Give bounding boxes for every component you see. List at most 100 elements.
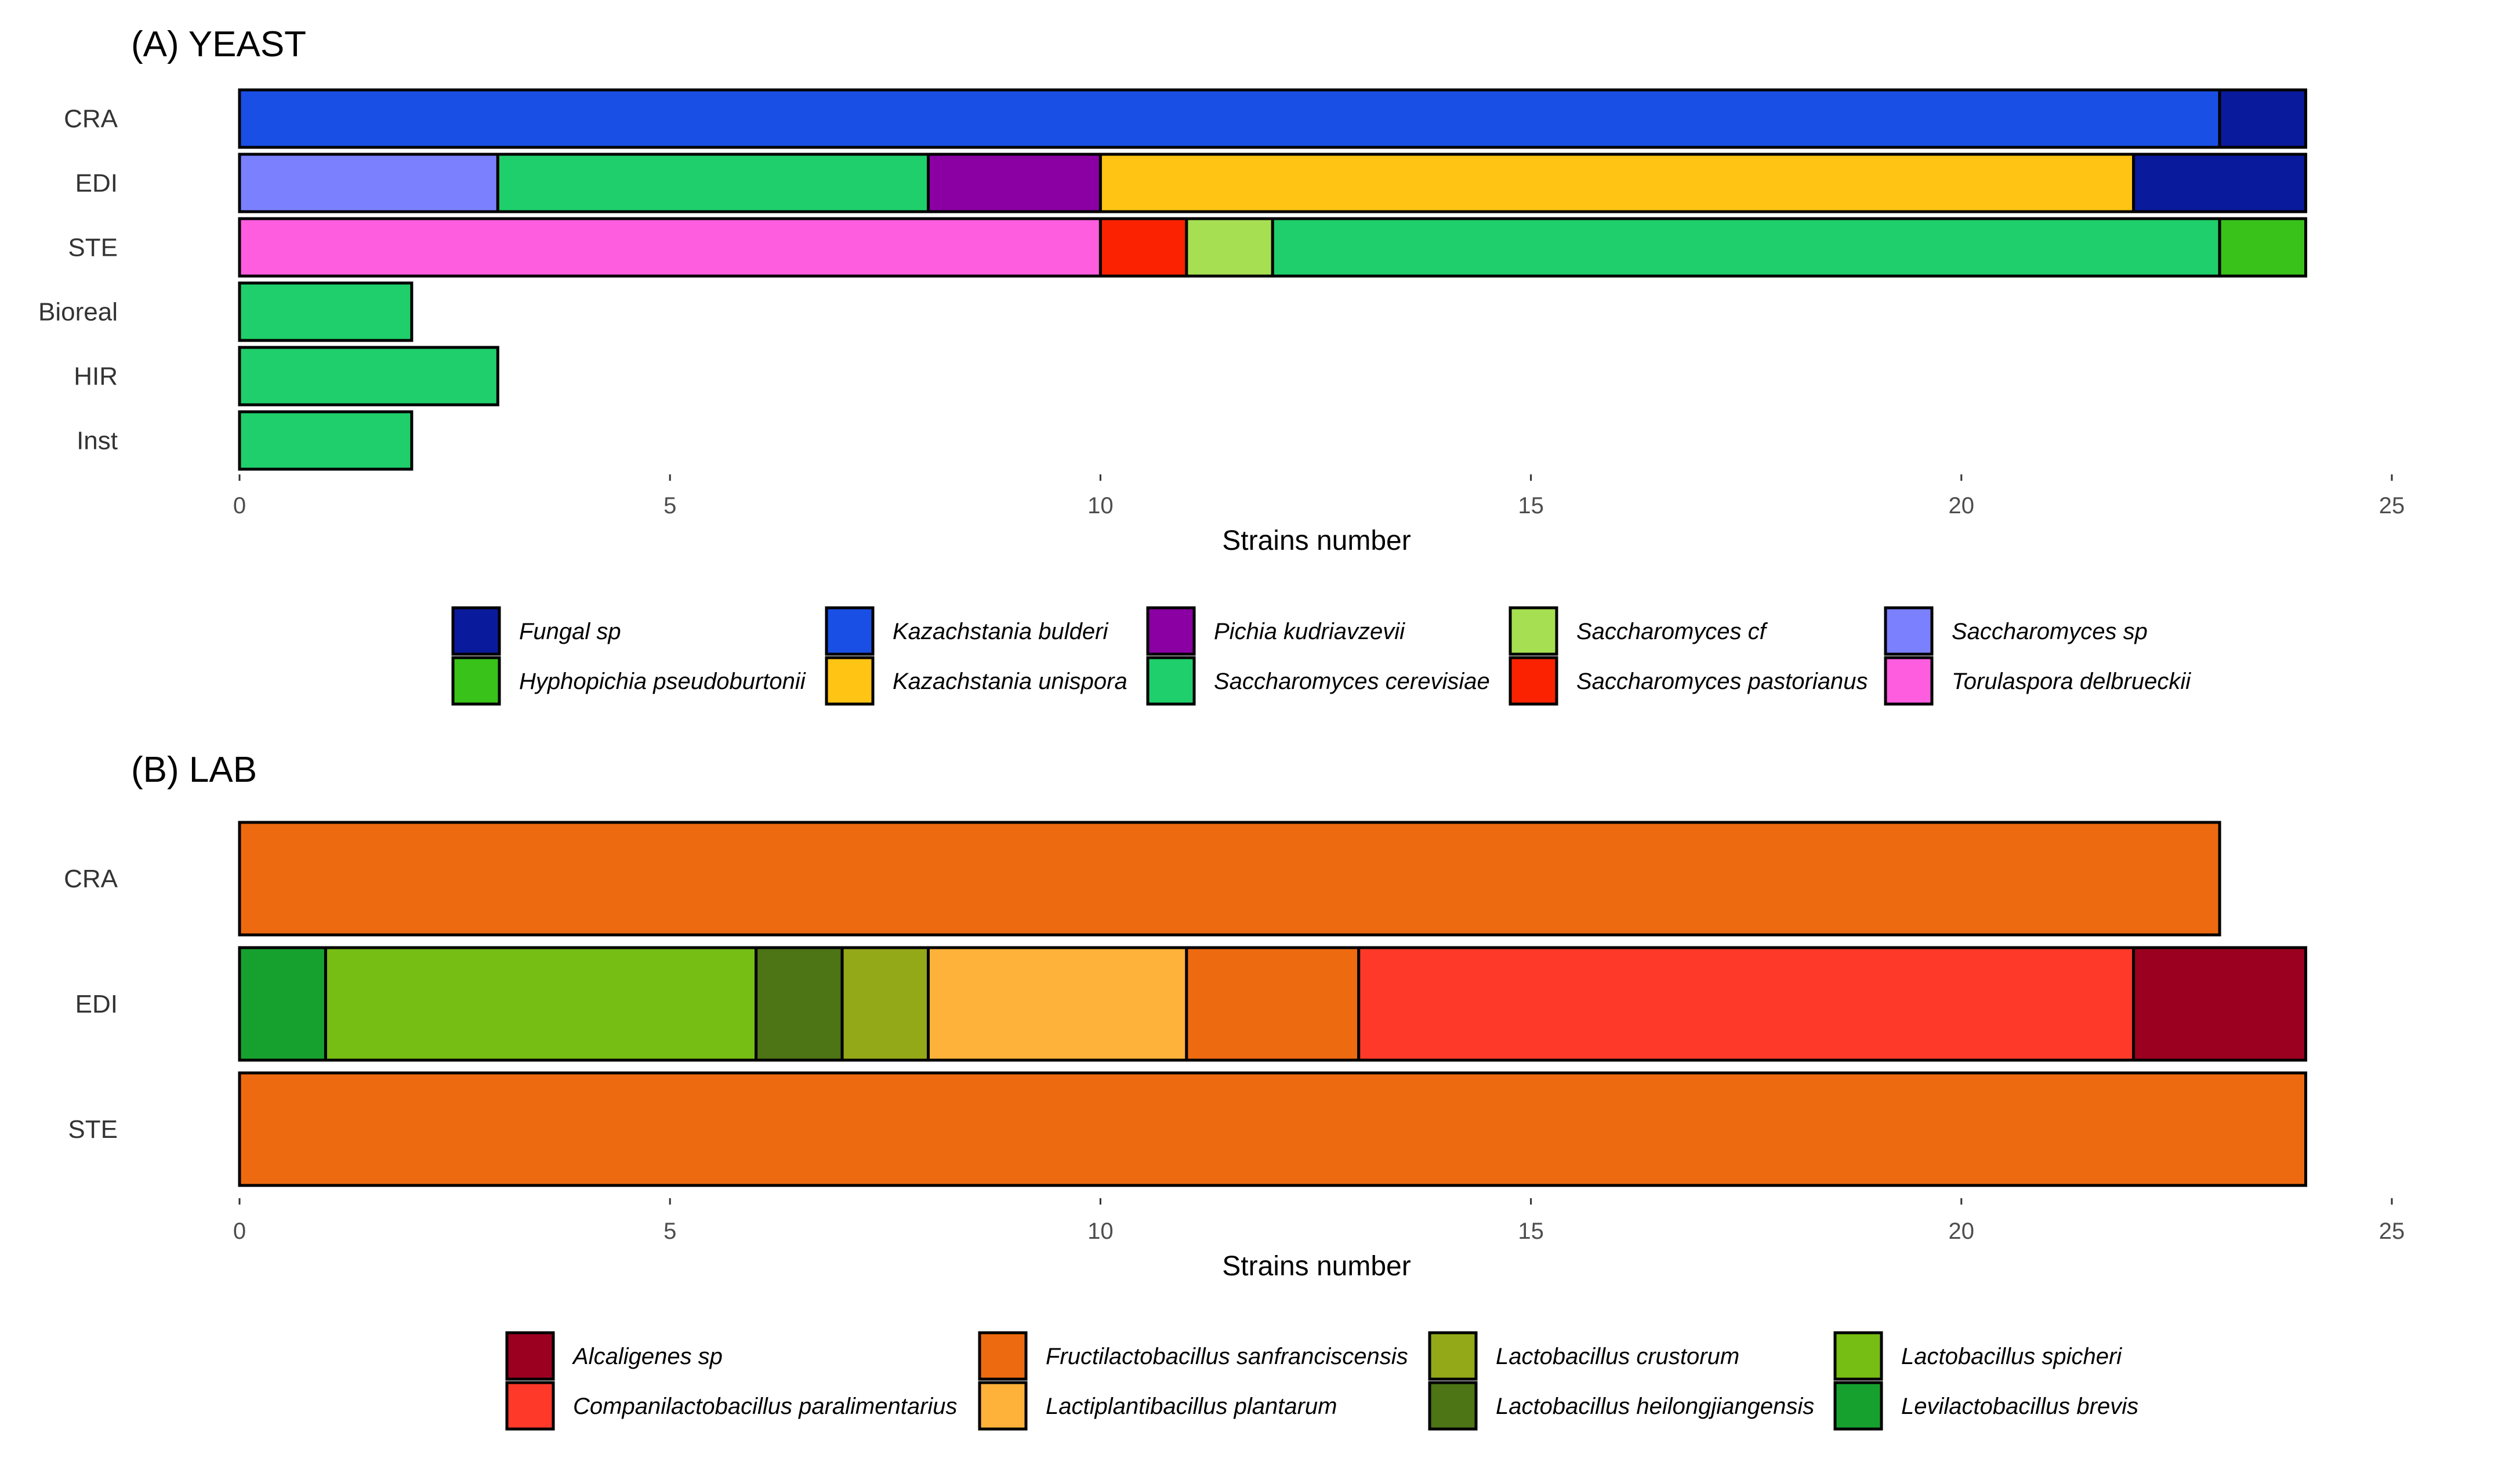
legend-label-lactobacillus-crustorum: Lactobacillus crustorum [1496, 1344, 1739, 1369]
bar-segment-cra-fructilactobacillus-sanfranciscensis [238, 821, 2221, 937]
bar-segment-ste-saccharomyces-cf [1185, 217, 1274, 278]
legend-item-saccharomyces-cerevisiae: Saccharomyces cerevisiae [1146, 656, 1490, 706]
bar-segment-edi-companilactobacillus-paralimentarius [1357, 946, 2135, 1062]
category-label-cra: CRA [64, 105, 118, 133]
legend-label-lactobacillus-heilongjiangensis: Lactobacillus heilongjiangensis [1496, 1394, 1814, 1419]
legend-key-kazachstania-unispora [825, 656, 875, 706]
legend-label-kazachstania-unispora: Kazachstania unispora [893, 669, 1127, 694]
category-label-edi: EDI [75, 990, 118, 1018]
legend-key-hyphopichia-pseudoburtonii [451, 656, 501, 706]
bar-segment-edi-alcaligenes-sp [2132, 946, 2308, 1062]
legend-key-saccharomyces-sp [1884, 606, 1934, 656]
yeast-panel: (A) YEAST CRA EDI STE Bioreal HIR Inst 0 5 10 15 2… [38, 24, 2405, 706]
x-tick-label-20: 20 [1949, 493, 1975, 518]
bar-segment-edi-lactobacillus-heilongjiangensis [755, 946, 844, 1062]
bar-segment-hir-saccharomyces-cerevisiae [238, 346, 499, 407]
legend-item-saccharomyces-pastorianus: Saccharomyces pastorianus [1509, 656, 1868, 706]
legend-label-saccharomyces-cerevisiae: Saccharomyces cerevisiae [1214, 669, 1490, 694]
legend-label-hyphopichia-pseudoburtonii: Hyphopichia pseudoburtonii [519, 669, 806, 694]
x-tick-label-15: 15 [1518, 493, 1544, 518]
x-tick-label-10: 10 [1087, 1218, 1114, 1244]
legend-key-lactobacillus-crustorum [1428, 1331, 1478, 1381]
bar-segment-inst-saccharomyces-cerevisiae [238, 410, 414, 471]
category-label-edi: EDI [75, 169, 118, 198]
legend-label-saccharomyces-cf: Saccharomyces cf [1576, 619, 1768, 644]
bar-segment-ste-fructilactobacillus-sanfranciscensis [238, 1071, 2308, 1187]
x-tick-label-25: 25 [2379, 493, 2405, 518]
bar-segment-edi-fungal-sp [2132, 153, 2308, 213]
legend-item-saccharomyces-sp: Saccharomyces sp [1884, 606, 2148, 656]
legend-key-lactobacillus-heilongjiangensis [1428, 1381, 1478, 1431]
lab-panel: (B) LAB CRA EDI STE 0 5 10 15 20 25 Strains numb… [64, 750, 2405, 1431]
x-axis-title-yeast: Strains number [1222, 525, 1411, 556]
legend-item-kazachstania-unispora: Kazachstania unispora [825, 656, 1127, 706]
legend-key-lactobacillus-spicheri [1833, 1331, 1883, 1381]
panel-title-lab: (B) LAB [131, 750, 257, 790]
legend-label-saccharomyces-pastorianus: Saccharomyces pastorianus [1576, 669, 1868, 694]
category-label-cra: CRA [64, 865, 118, 893]
category-label-inst: Inst [77, 427, 118, 455]
bar-segment-edi-fructilactobacillus-sanfranciscensis [1185, 946, 1361, 1062]
legend-key-torulaspora-delbrueckii [1884, 656, 1934, 706]
bar-segment-bioreal-saccharomyces-cerevisiae [238, 281, 414, 342]
legend-item-fungal-sp: Fungal sp [451, 606, 621, 656]
bar-segment-edi-saccharomyces-cerevisiae [496, 153, 930, 213]
bar-segment-edi-kazachstania-unispora [1098, 153, 2135, 213]
bar-segment-cra-kazachstania-bulderi [238, 88, 2221, 149]
legend-label-lactobacillus-spicheri: Lactobacillus spicheri [1901, 1344, 2122, 1369]
legend-key-companilactobacillus-paralimentarius [505, 1381, 555, 1431]
legend-label-torulaspora-delbrueckii: Torulaspora delbrueckii [1952, 669, 2191, 694]
x-tick-label-25: 25 [2379, 1218, 2405, 1244]
bar-segment-edi-lactobacillus-spicheri [324, 946, 758, 1062]
bar-segment-edi-lactiplantibacillus-plantarum [927, 946, 1188, 1062]
category-label-hir: HIR [74, 362, 118, 391]
x-tick-label-0: 0 [233, 1218, 246, 1244]
panel-title-yeast: (A) YEAST [131, 24, 306, 64]
legend-label-fungal-sp: Fungal sp [519, 619, 621, 644]
bar-segment-ste-hyphopichia-pseudoburtonii [2218, 217, 2308, 278]
legend-item-companilactobacillus-paralimentarius: Companilactobacillus paralimentarius [505, 1381, 958, 1431]
legend-label-fructilactobacillus-sanfranciscensis: Fructilactobacillus sanfranciscensis [1046, 1344, 1408, 1369]
x-tick-label-5: 5 [663, 493, 676, 518]
bar-segment-ste-torulaspora-delbrueckii [238, 217, 1102, 278]
bar-segment-edi-saccharomyces-sp [238, 153, 499, 213]
legend-key-saccharomyces-cerevisiae [1146, 656, 1196, 706]
legend-item-lactobacillus-heilongjiangensis: Lactobacillus heilongjiangensis [1428, 1381, 1814, 1431]
legend-item-lactobacillus-spicheri: Lactobacillus spicheri [1833, 1331, 2122, 1381]
legend-item-kazachstania-bulderi: Kazachstania bulderi [825, 606, 1108, 656]
bar-segment-ste-saccharomyces-pastorianus [1098, 217, 1188, 278]
x-tick-label-0: 0 [233, 493, 246, 518]
x-tick-label-5: 5 [663, 1218, 676, 1244]
legend-label-saccharomyces-sp: Saccharomyces sp [1952, 619, 2148, 644]
bar-segment-edi-lactobacillus-crustorum [840, 946, 930, 1062]
legend-label-alcaligenes-sp: Alcaligenes sp [572, 1344, 723, 1369]
legend-key-alcaligenes-sp [505, 1331, 555, 1381]
legend-key-levilactobacillus-brevis [1833, 1381, 1883, 1431]
bar-segment-edi-pichia-kudriavzevii [927, 153, 1102, 213]
legend-item-alcaligenes-sp: Alcaligenes sp [505, 1331, 723, 1381]
bar-segment-cra-fungal-sp [2218, 88, 2308, 149]
legend-item-levilactobacillus-brevis: Levilactobacillus brevis [1833, 1381, 2138, 1431]
legend-label-lactiplantibacillus-plantarum: Lactiplantibacillus plantarum [1046, 1394, 1337, 1419]
legend-item-hyphopichia-pseudoburtonii: Hyphopichia pseudoburtonii [451, 656, 806, 706]
legend-item-saccharomyces-cf: Saccharomyces cf [1509, 606, 1768, 656]
category-label-ste: STE [68, 234, 118, 262]
legend-item-lactobacillus-crustorum: Lactobacillus crustorum [1428, 1331, 1739, 1381]
x-tick-label-15: 15 [1518, 1218, 1544, 1244]
legend-item-fructilactobacillus-sanfranciscensis: Fructilactobacillus sanfranciscensis [978, 1331, 1408, 1381]
legend-key-lactiplantibacillus-plantarum [978, 1381, 1028, 1431]
legend-label-levilactobacillus-brevis: Levilactobacillus brevis [1901, 1394, 2138, 1419]
category-label-bioreal: Bioreal [38, 298, 118, 327]
bar-segment-edi-levilactobacillus-brevis [238, 946, 327, 1062]
legend-key-pichia-kudriavzevii [1146, 606, 1196, 656]
legend-label-kazachstania-bulderi: Kazachstania bulderi [893, 619, 1108, 644]
legend-item-torulaspora-delbrueckii: Torulaspora delbrueckii [1884, 656, 2191, 706]
legend-key-saccharomyces-cf [1509, 606, 1558, 656]
legend-key-kazachstania-bulderi [825, 606, 875, 656]
legend-item-pichia-kudriavzevii: Pichia kudriavzevii [1146, 606, 1405, 656]
x-tick-label-20: 20 [1949, 1218, 1975, 1244]
x-tick-label-10: 10 [1087, 493, 1114, 518]
legend-key-fructilactobacillus-sanfranciscensis [978, 1331, 1028, 1381]
legend-label-pichia-kudriavzevii: Pichia kudriavzevii [1214, 619, 1405, 644]
